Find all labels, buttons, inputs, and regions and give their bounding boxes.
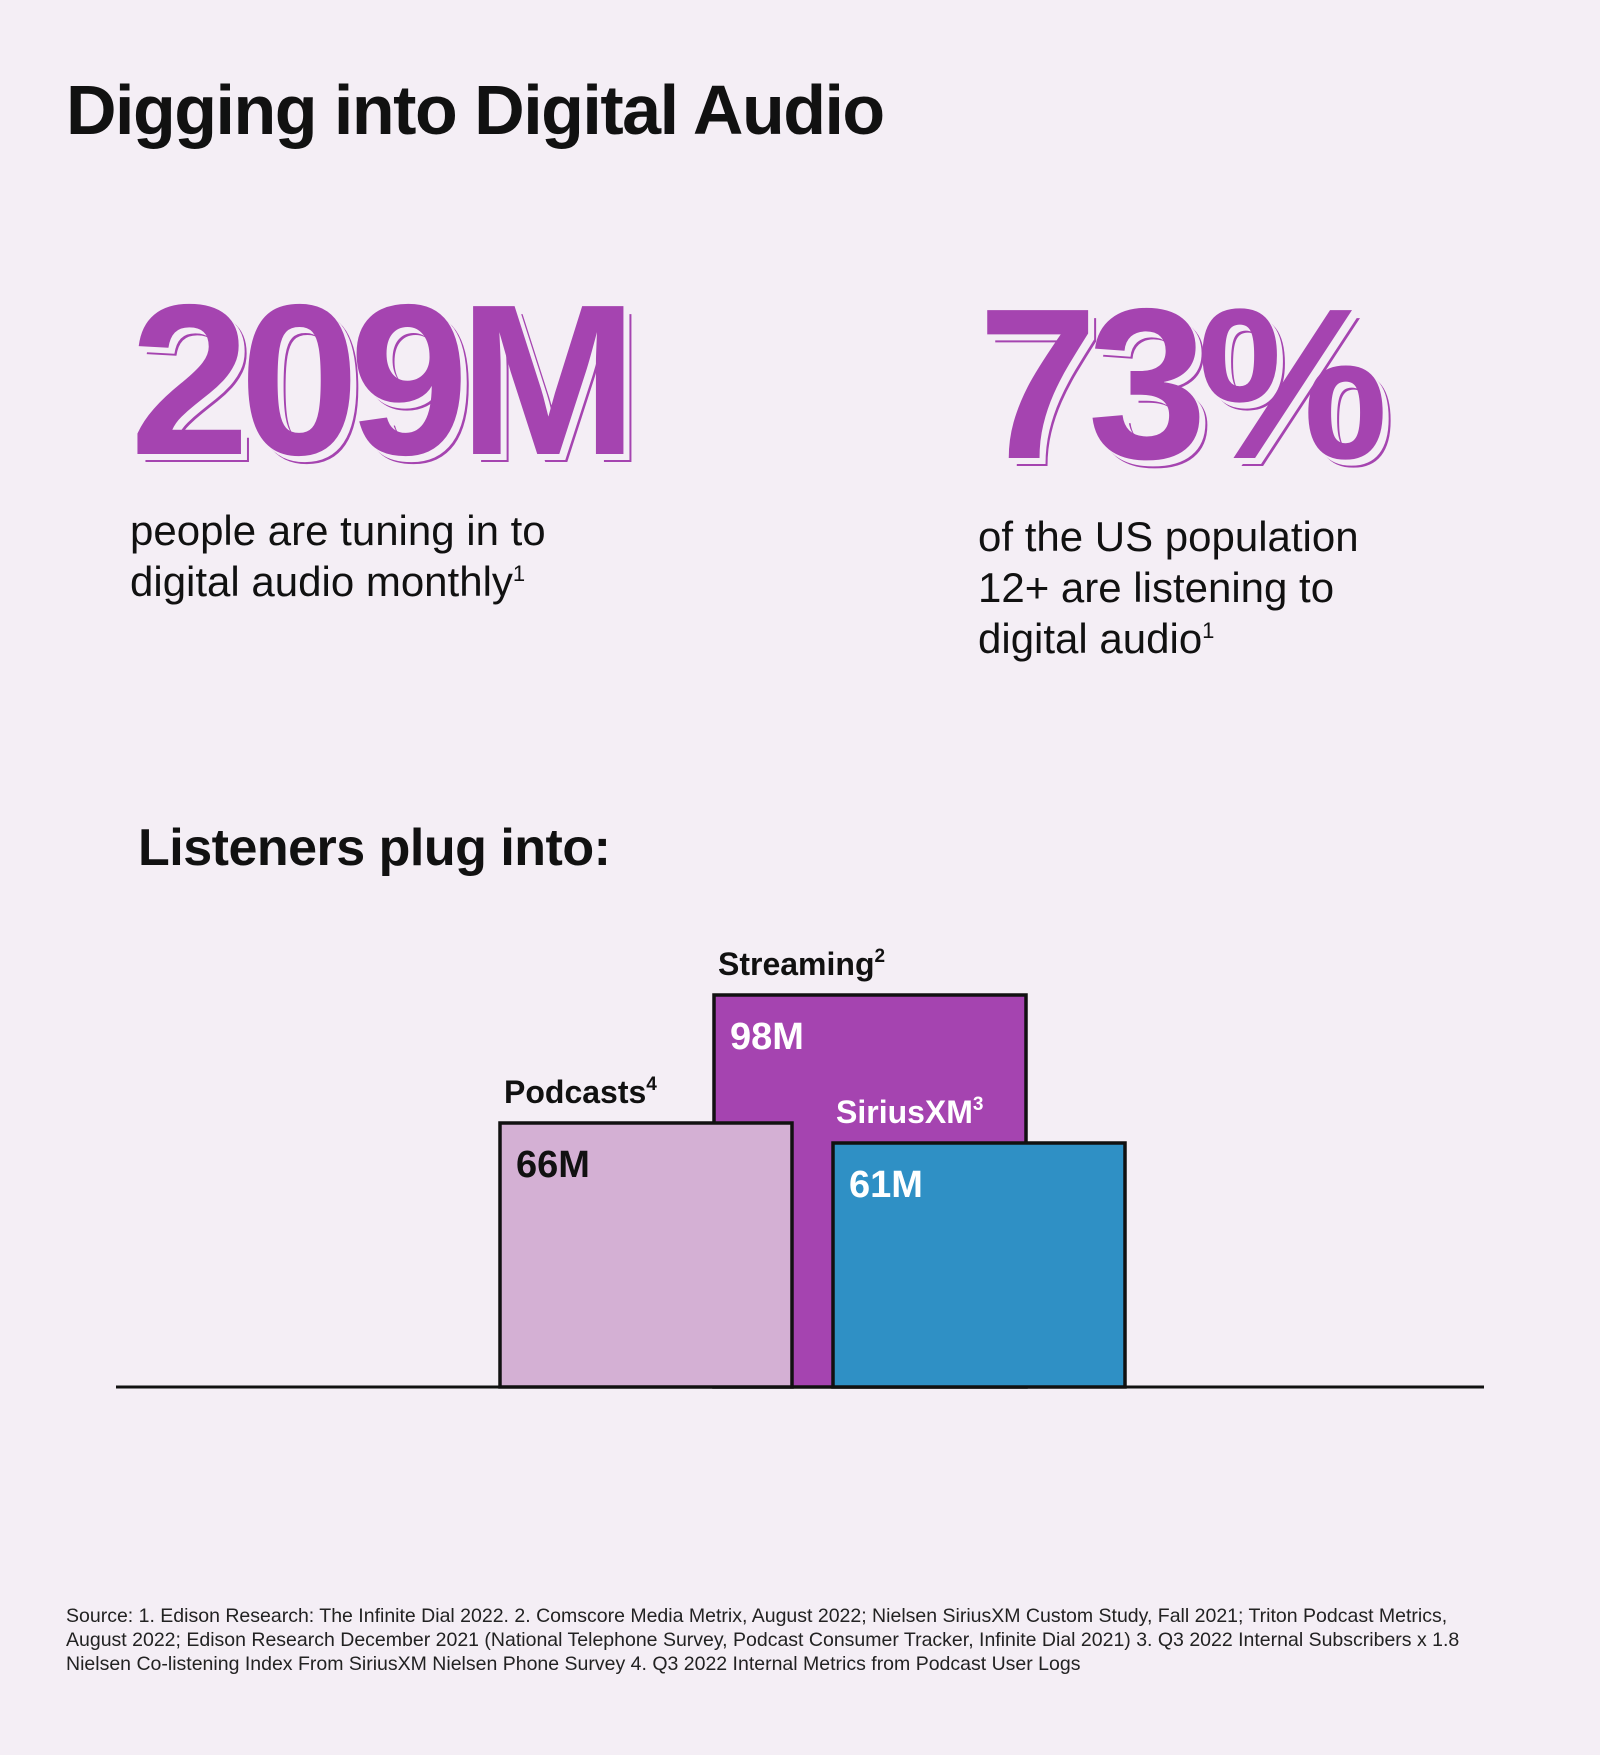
footnote-marker: 1 xyxy=(1202,618,1215,643)
stat-description: of the US population 12+ are listening t… xyxy=(978,513,1359,662)
stat-monthly-listeners: 209M people are tuning in to digital aud… xyxy=(130,259,638,607)
bar-podcasts xyxy=(498,1121,794,1389)
bar-value-label: 98M xyxy=(730,1016,804,1058)
bar-siriusxm xyxy=(831,1141,1127,1389)
footnote-marker: 1 xyxy=(512,561,526,586)
stat-description: people are tuning in to digital audio mo… xyxy=(130,507,546,605)
stat-value: 73% xyxy=(978,263,1388,504)
page-title: Digging into Digital Audio xyxy=(66,71,885,149)
footnote-marker: 3 xyxy=(973,1094,984,1115)
chart-title: Listeners plug into: xyxy=(138,819,611,877)
footnote-marker: 2 xyxy=(874,946,885,967)
stat-population-share: 73% of the US population 12+ are listeni… xyxy=(978,263,1388,664)
category-label: Streaming2 xyxy=(718,946,885,982)
footnote-marker: 4 xyxy=(646,1074,657,1095)
category-label: Podcasts4 xyxy=(504,1074,657,1110)
bar-value-label: 61M xyxy=(849,1164,923,1206)
stat-value: 209M xyxy=(130,259,638,500)
listeners-bar-chart: 98M Streaming2 66M Podcasts4 61M SiriusXM3 xyxy=(116,946,1484,1389)
category-label: SiriusXM3 xyxy=(836,1094,984,1130)
source-note: Source: 1. Edison Research: The Infinite… xyxy=(66,1605,1460,1675)
bar-value-label: 66M xyxy=(516,1144,590,1186)
